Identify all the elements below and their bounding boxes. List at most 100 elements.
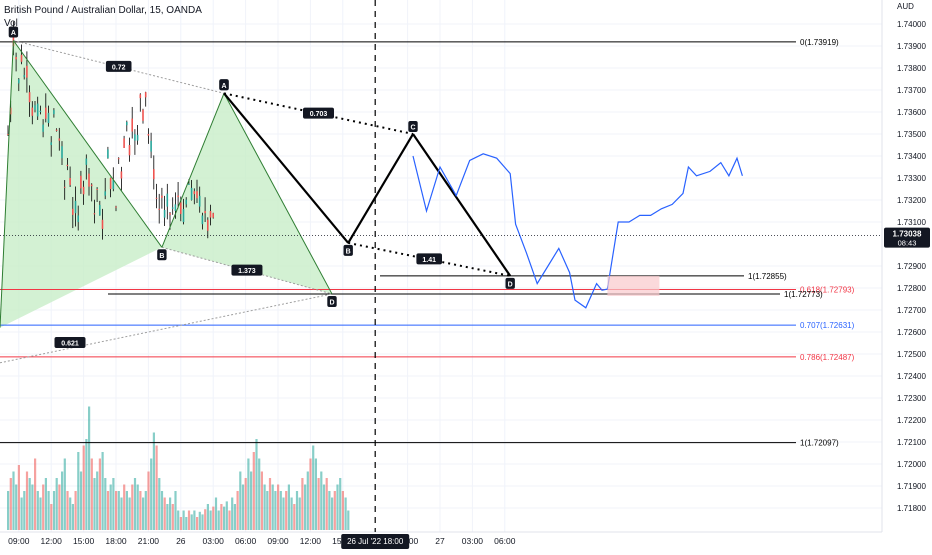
pattern-leg <box>161 93 225 248</box>
volume-bar <box>182 510 185 530</box>
chart-header: British Pound / Australian Dollar, 15, O… <box>4 4 202 30</box>
candle-body <box>101 219 104 229</box>
candle-body <box>7 134 9 135</box>
volume-bar <box>339 478 342 530</box>
candle-body <box>201 215 204 225</box>
candle-body <box>193 191 196 195</box>
point-label: B <box>159 253 164 260</box>
volume-bar <box>131 484 134 530</box>
volume-bar <box>15 484 18 530</box>
x-tick-label: 12:00 <box>41 536 63 546</box>
volume-bar <box>7 491 10 530</box>
volume-bar <box>239 471 242 530</box>
volume-bar <box>123 484 126 530</box>
volume-bar <box>306 471 309 530</box>
volume-bar <box>125 491 128 530</box>
volume-bar <box>290 497 293 530</box>
volume-bar <box>23 491 26 530</box>
crosshair-label-bg <box>341 534 410 549</box>
y-tick-label: 1.72700 <box>897 306 926 315</box>
y-tick-label: 1.72000 <box>897 460 926 469</box>
candle-body <box>120 171 123 179</box>
ratio-label: 0.72 <box>112 64 126 71</box>
candle-body <box>74 200 77 214</box>
volume-bar <box>174 491 177 530</box>
y-tick-label: 1.74000 <box>897 20 926 29</box>
volume-bar <box>333 491 336 530</box>
volume-bar <box>322 484 326 530</box>
point-label-bg <box>219 79 229 91</box>
pattern-fill-bcd <box>161 93 332 294</box>
volume-bar <box>12 471 15 530</box>
candle-body <box>72 208 74 215</box>
volume-bar <box>266 491 269 530</box>
volume-bar <box>25 471 29 530</box>
time-axis-bg <box>0 532 882 550</box>
volume-bar <box>98 458 101 530</box>
volume-bar <box>260 471 263 530</box>
volume-bar <box>179 517 182 530</box>
y-tick-label: 1.73700 <box>897 86 926 95</box>
volume-bar <box>177 510 180 530</box>
volume-bar <box>336 484 339 530</box>
volume-bar <box>204 509 207 530</box>
point-label: D <box>508 281 513 288</box>
volume-bar <box>201 514 204 530</box>
volume-bar <box>220 504 223 530</box>
volume-bar <box>139 491 142 530</box>
y-tick-label: 1.72800 <box>897 284 926 293</box>
volume-bar <box>193 510 196 530</box>
level-label: 1(1.72773) <box>784 290 823 299</box>
fib-levels: 0(1.73919)1(1.72855)0.618(1.72793)1(1.72… <box>0 38 855 448</box>
volume-bar <box>287 484 290 530</box>
candle-body <box>169 213 171 215</box>
volume-bar <box>187 510 191 530</box>
volume-bar <box>136 484 139 530</box>
volume-bar <box>115 491 118 530</box>
x-tick-label: 09:00 <box>267 536 289 546</box>
candle-body <box>207 219 209 231</box>
volume-bar <box>258 458 261 530</box>
point-label: A <box>11 30 16 37</box>
volume-bar <box>133 478 137 530</box>
candle-body <box>185 199 187 205</box>
volume-bar <box>158 478 161 530</box>
candle-body <box>58 138 61 141</box>
candle-body <box>99 204 101 216</box>
y-tick-label: 1.72300 <box>897 394 926 403</box>
candle-body <box>34 105 36 110</box>
volume-bar <box>96 471 99 530</box>
volume-bar <box>44 478 47 530</box>
volume-bar <box>320 471 323 530</box>
volume-bar <box>263 484 266 530</box>
volume-bar <box>66 491 69 530</box>
candle-body <box>126 121 128 126</box>
candle-body <box>28 92 31 103</box>
volume-bar <box>331 497 334 530</box>
y-tick-label: 1.71800 <box>897 504 926 513</box>
level-label: 0.618(1.72793) <box>800 286 855 295</box>
x-tick-label: 18:00 <box>105 536 127 546</box>
volume-bar <box>77 452 80 530</box>
candle-body <box>212 213 214 218</box>
volume-bar <box>282 497 285 530</box>
y-tick-label: 1.73200 <box>897 196 926 205</box>
y-tick-label: 1.73600 <box>897 108 926 117</box>
volume-bar <box>82 445 85 530</box>
volume-bar <box>28 478 31 530</box>
volume-bar <box>52 491 56 530</box>
x-tick-label: 03:00 <box>462 536 484 546</box>
volume-bar <box>104 478 107 530</box>
candle-body <box>47 112 50 123</box>
candle-body <box>190 187 193 200</box>
volume-bar <box>63 458 66 530</box>
volume-bar <box>295 491 299 530</box>
volume-bar <box>247 458 250 530</box>
candle-body <box>150 140 152 152</box>
volume-bar <box>101 452 104 530</box>
candle-body <box>42 124 44 132</box>
ratio-line <box>0 293 333 364</box>
volume-bar <box>152 432 155 530</box>
